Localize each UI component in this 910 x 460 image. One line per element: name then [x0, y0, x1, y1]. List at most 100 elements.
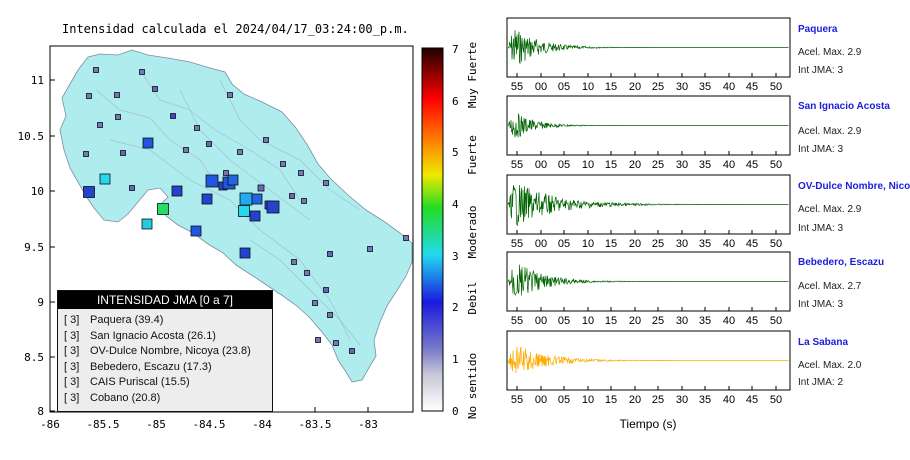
station-marker — [239, 247, 251, 259]
station-markers — [83, 67, 409, 354]
legend-label: San Ignacio Acosta (26.1) — [90, 329, 216, 342]
legend-level: [ 3] — [64, 329, 80, 342]
lon-tick: -85 — [146, 418, 166, 431]
station-acel: Acel. Max. 2.9 — [798, 204, 862, 215]
station-intensity: Int JMA: 2 — [798, 377, 844, 388]
station-name: Paquera — [798, 24, 838, 35]
legend-item: [ 3] Bebedero, Escazu (17.3) — [64, 360, 272, 376]
legend-list: [ 3] Paquera (39.4) [ 3] San Ignacio Acost… — [58, 309, 272, 406]
station-name: San Ignacio Acosta — [798, 101, 890, 112]
station-marker — [227, 174, 239, 186]
lat-tick: 10.5 — [18, 130, 45, 143]
lon-tick-labels: -86 -85.5 -85 -84.5 -84 -83.5 -83 — [40, 418, 378, 431]
station-acel: Acel. Max. 2.7 — [798, 281, 862, 292]
station-marker — [327, 312, 333, 318]
station-marker — [201, 193, 213, 205]
station-marker — [249, 210, 261, 222]
station-name: OV-Dulce Nombre, Nicoya — [798, 181, 910, 192]
legend-item: [ 3] CAIS Puriscal (15.5) — [64, 375, 272, 391]
lat-tick: 9 — [37, 296, 44, 309]
lat-tick: 11 — [31, 74, 44, 87]
station-marker — [323, 287, 329, 293]
station-marker — [115, 114, 121, 120]
station-marker — [266, 200, 280, 214]
station-marker — [238, 205, 250, 217]
station-marker — [227, 92, 233, 98]
legend-item: [ 3] Paquera (39.4) — [64, 313, 272, 329]
station-marker — [315, 337, 321, 343]
station-intensity: Int JMA: 3 — [798, 299, 844, 310]
legend-label: Cobano (20.8) — [90, 391, 161, 404]
lat-tick-labels: 8 8.5 9 9.5 10 10.5 11 — [18, 74, 45, 418]
station-marker — [99, 173, 111, 185]
station-acel: Acel. Max. 2.0 — [798, 360, 862, 371]
station-acel: Acel. Max. 2.9 — [798, 47, 862, 58]
station-marker — [333, 340, 339, 346]
station-marker — [152, 86, 158, 92]
legend-level: [ 3] — [64, 345, 80, 357]
legend-label: Paquera (39.4) — [90, 314, 164, 326]
station-acel: Acel. Max. 2.9 — [798, 126, 862, 137]
lon-tick: -84.5 — [192, 418, 225, 431]
legend-level: [ 3] — [64, 314, 80, 326]
station-marker — [171, 185, 183, 197]
legend-item: [ 3] OV-Dulce Nombre, Nicoya (23.8) — [64, 344, 272, 360]
legend-item: [ 3] Cobano (20.8) — [64, 391, 272, 407]
station-intensity: Int JMA: 3 — [798, 65, 844, 76]
lon-tick: -84 — [252, 418, 272, 431]
station-marker — [257, 184, 265, 192]
station-marker — [312, 300, 318, 306]
lon-tick: -86 — [40, 418, 60, 431]
station-marker — [291, 259, 297, 265]
lat-tick: 10 — [31, 185, 44, 198]
station-name: Bebedero, Escazu — [798, 257, 885, 268]
station-marker — [194, 125, 200, 131]
station-marker — [142, 137, 154, 149]
station-marker — [367, 246, 373, 252]
station-name: La Sabana — [798, 337, 849, 348]
costa-rica-land — [59, 49, 413, 383]
station-marker — [170, 113, 176, 119]
station-marker — [139, 69, 145, 75]
legend-title: INTENSIDAD JMA [0 a 7] — [58, 291, 272, 309]
station-marker — [93, 67, 99, 73]
station-marker — [206, 141, 212, 147]
station-marker — [190, 225, 202, 237]
lat-tick: 9.5 — [24, 241, 44, 254]
station-marker — [183, 147, 189, 153]
intensity-legend: INTENSIDAD JMA [0 a 7] [ 3] Paquera (39.4… — [57, 290, 273, 412]
lat-tick: 8 — [37, 405, 44, 418]
station-marker — [97, 122, 103, 128]
station-marker — [157, 203, 169, 215]
station-marker — [205, 174, 219, 188]
legend-label: OV-Dulce Nombre, Nicoya (23.8) — [90, 345, 251, 357]
station-marker — [239, 192, 253, 206]
station-marker — [129, 185, 135, 191]
station-marker — [120, 150, 126, 156]
station-marker — [327, 251, 333, 257]
lat-tick: 8.5 — [24, 351, 44, 364]
legend-label: Bebedero, Escazu (17.3) — [90, 360, 212, 373]
station-marker — [83, 186, 95, 198]
map-title: Intensidad calculada el 2024/04/17_03:24… — [62, 22, 409, 36]
station-marker — [83, 151, 89, 157]
station-marker — [223, 170, 229, 176]
station-marker — [263, 137, 269, 143]
station-intensity: Int JMA: 3 — [798, 223, 844, 234]
station-marker — [251, 193, 263, 205]
legend-item: [ 3] San Ignacio Acosta (26.1) — [64, 329, 272, 345]
station-intensity: Int JMA: 3 — [798, 144, 844, 155]
station-marker — [323, 180, 329, 186]
station-marker — [86, 93, 92, 99]
station-marker — [289, 193, 295, 199]
station-marker — [349, 348, 355, 354]
station-marker — [403, 235, 409, 241]
lon-tick: -85.5 — [86, 418, 119, 431]
station-marker — [301, 198, 307, 204]
station-marker — [280, 161, 286, 167]
legend-level: [ 3] — [64, 376, 80, 388]
lon-tick: -83 — [358, 418, 378, 431]
legend-label: CAIS Puriscal (15.5) — [90, 376, 190, 388]
lon-tick: -83.5 — [298, 418, 331, 431]
station-marker — [304, 270, 310, 276]
